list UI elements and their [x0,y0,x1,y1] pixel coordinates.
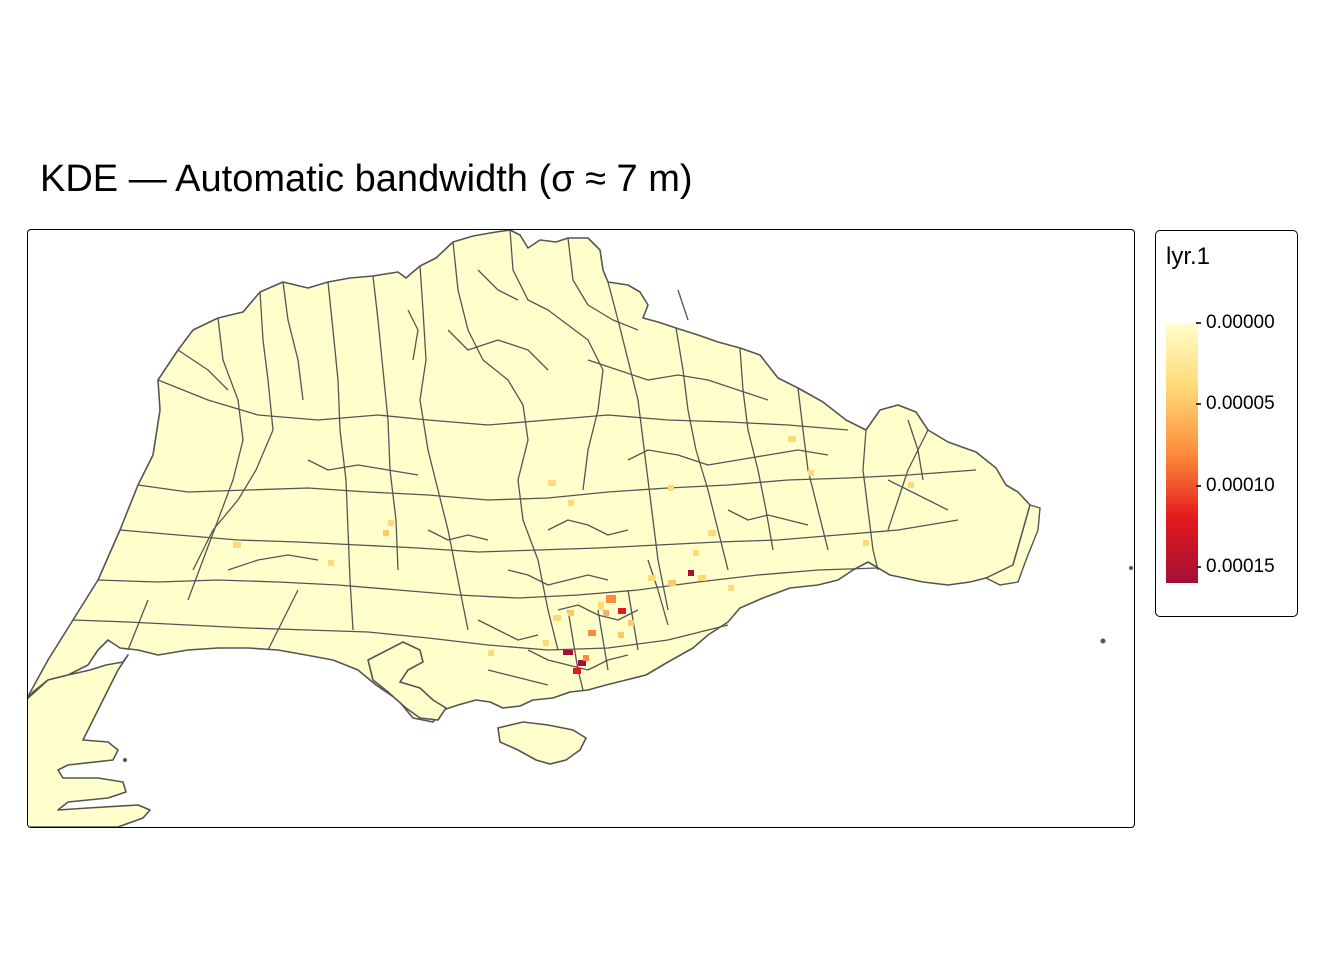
legend-title: lyr.1 [1166,243,1211,270]
sentosa [497,721,588,765]
legend-tick-mark [1196,484,1201,487]
island-outline [28,230,1031,723]
legend-tick-label: 0.00010 [1206,474,1275,496]
changi-strip [984,504,1041,586]
legend-tick-mark [1196,322,1201,324]
legend-tick-mark [1196,565,1201,568]
legend-colorbar [1166,323,1198,583]
islet [1129,566,1133,570]
kde-map[interactable] [28,230,1134,827]
kde-density-cells [233,436,914,674]
islet [1100,638,1106,644]
legend-tick-label: 0.00015 [1206,555,1275,577]
legend: lyr.1 0.00000 0.00005 0.00010 0.00015 [1155,230,1298,617]
map-panel[interactable] [27,229,1135,828]
subzone-boundaries [72,230,977,691]
islet [123,758,127,762]
legend-tick-mark [1196,403,1201,406]
tuas-landmass [28,654,151,827]
map-title: KDE — Automatic bandwidth (σ ≈ 7 m) [40,158,693,200]
legend-tick-label: 0.00005 [1206,393,1275,415]
legend-tick-label: 0.00000 [1206,312,1275,333]
jurong-island [367,641,448,721]
